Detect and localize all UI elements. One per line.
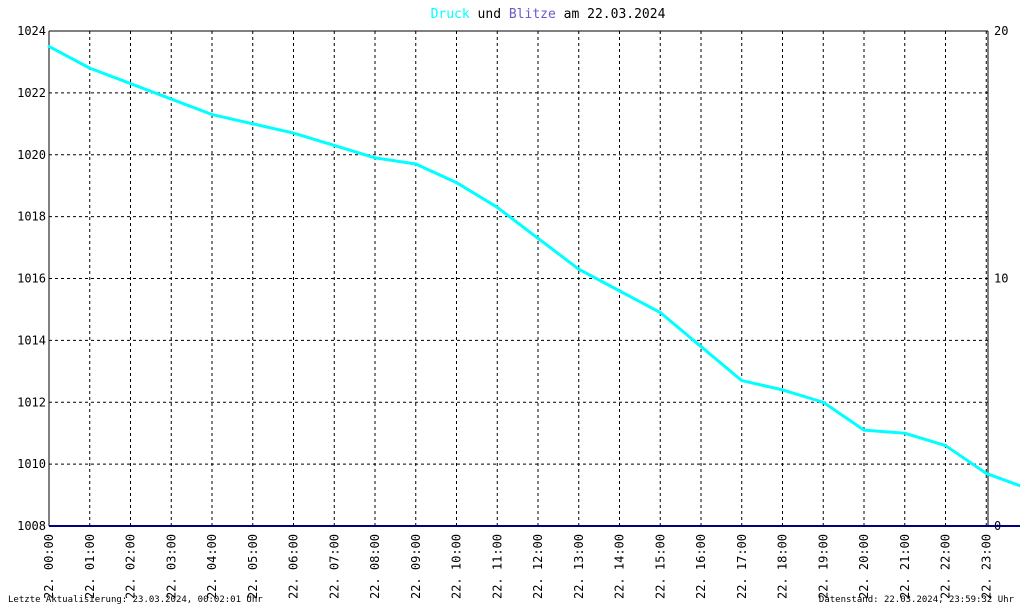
series-druck-point bbox=[740, 379, 744, 383]
series-druck-point bbox=[618, 289, 621, 293]
series-druck-line bbox=[48, 45, 1020, 488]
x-tick-label: 22. 03:00 bbox=[164, 534, 178, 599]
y-axis-left: 1008 1010 1012 1014 1016 1018 1020 1022 1024 bbox=[17, 24, 46, 533]
series-druck-point bbox=[781, 388, 784, 392]
x-tick-label: 22. 00:00 bbox=[42, 534, 56, 599]
x-tick-label: 22. 13:00 bbox=[572, 534, 586, 599]
series-druck-point bbox=[699, 345, 703, 349]
series-druck-point bbox=[577, 267, 581, 271]
x-tick-label: 22. 07:00 bbox=[327, 534, 341, 599]
series-druck-point bbox=[169, 97, 173, 101]
x-tick-label: 22. 12:00 bbox=[531, 534, 545, 599]
title-und: und bbox=[470, 7, 509, 22]
series-druck-point bbox=[88, 66, 92, 70]
footer-data-status: Datenstand: 22.03.2024, 23:59:32 Uhr bbox=[819, 595, 1015, 605]
series-druck-point bbox=[292, 131, 295, 135]
series-druck-point bbox=[658, 311, 662, 315]
x-tick-label: 22. 01:00 bbox=[83, 534, 97, 599]
series-druck-point bbox=[944, 444, 947, 448]
x-tick-label: 22. 06:00 bbox=[287, 534, 301, 599]
series-druck-point bbox=[251, 122, 255, 126]
x-tick-label: 22. 21:00 bbox=[898, 534, 912, 599]
x-tick-label: 22. 23:00 bbox=[979, 534, 993, 599]
series-druck-point bbox=[47, 44, 51, 48]
footer-last-update: Letzte Aktualisierung: 23.03.2024, 00:02… bbox=[8, 595, 263, 605]
x-tick-label: 22. 02:00 bbox=[124, 534, 138, 599]
grid bbox=[49, 31, 988, 526]
x-tick-label: 22. 22:00 bbox=[939, 534, 953, 599]
x-axis: 22. 00:00 22. 01:00 22. 02:00 22. 03:00 22. … bbox=[42, 534, 993, 599]
y-left-tick-label: 1008 bbox=[17, 519, 46, 533]
x-tick-label: 22. 09:00 bbox=[409, 534, 423, 599]
x-tick-label: 22. 04:00 bbox=[205, 534, 219, 599]
series-druck-point bbox=[862, 428, 866, 432]
series-druck-point bbox=[984, 471, 988, 475]
series-druck-point bbox=[821, 400, 825, 404]
series-druck-point bbox=[332, 143, 336, 147]
series-druck-point bbox=[129, 82, 132, 86]
x-tick-label: 22. 18:00 bbox=[776, 534, 790, 599]
x-tick-label: 22. 14:00 bbox=[613, 534, 627, 599]
title-blitze: Blitze bbox=[509, 7, 556, 22]
x-tick-label: 22. 15:00 bbox=[653, 534, 667, 599]
y-left-tick-label: 1022 bbox=[17, 86, 46, 100]
y-left-tick-label: 1014 bbox=[17, 333, 46, 347]
y-left-tick-label: 1020 bbox=[17, 148, 46, 162]
title-date: am 22.03.2024 bbox=[556, 7, 666, 22]
x-tick-label: 22. 19:00 bbox=[816, 534, 830, 599]
x-tick-label: 22. 08:00 bbox=[368, 534, 382, 599]
x-tick-label: 22. 17:00 bbox=[735, 534, 749, 599]
series-druck-point bbox=[495, 205, 499, 209]
series-druck-point bbox=[536, 236, 540, 240]
x-tick-label: 22. 05:00 bbox=[246, 534, 260, 599]
x-tick-label: 22. 11:00 bbox=[490, 534, 504, 599]
series-druck-point bbox=[903, 431, 907, 435]
x-tick-label: 22. 16:00 bbox=[694, 534, 708, 599]
y-right-tick-label: 10 bbox=[994, 272, 1008, 286]
y-left-tick-label: 1024 bbox=[17, 24, 46, 38]
x-tick-label: 22. 20:00 bbox=[857, 534, 871, 599]
series-druck-point bbox=[414, 162, 418, 166]
series-druck-point bbox=[373, 156, 377, 160]
series-druck-point bbox=[210, 113, 214, 117]
title-druck: Druck bbox=[431, 7, 470, 22]
series-druck-point bbox=[455, 181, 458, 185]
y-right-tick-label: 20 bbox=[994, 24, 1008, 38]
y-left-tick-label: 1016 bbox=[17, 272, 46, 286]
chart-title: Druck und Blitze am 22.03.2024 bbox=[431, 7, 666, 22]
x-tick-label: 22. 10:00 bbox=[450, 534, 464, 599]
plot-frame bbox=[48, 30, 989, 526]
y-left-tick-label: 1018 bbox=[17, 210, 46, 224]
y-left-tick-label: 1010 bbox=[17, 457, 46, 471]
y-left-tick-label: 1012 bbox=[17, 395, 46, 409]
series-layer bbox=[47, 44, 1020, 527]
